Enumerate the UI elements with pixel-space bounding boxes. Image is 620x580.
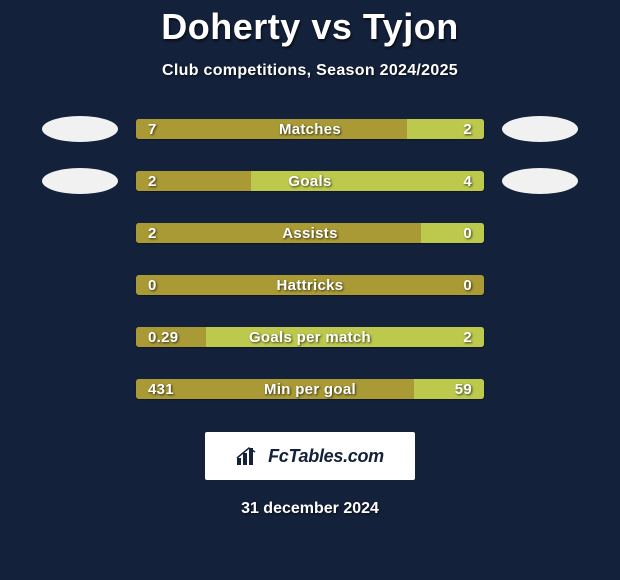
- footer-date: 31 december 2024: [241, 500, 379, 518]
- stat-metric-label: Goals: [136, 171, 484, 191]
- team-right-crest: [502, 220, 578, 246]
- stat-right-value: 0: [463, 275, 472, 295]
- comparison-infographic: Doherty vs Tyjon Club competitions, Seas…: [0, 0, 620, 518]
- team-right-crest: [502, 272, 578, 298]
- team-left-crest: [42, 220, 118, 246]
- stat-right-value: 2: [463, 327, 472, 347]
- stat-bar: 0.29Goals per match2: [136, 327, 484, 347]
- stat-metric-label: Hattricks: [136, 275, 484, 295]
- team-right-crest: [502, 116, 578, 142]
- brand-badge: FcTables.com: [205, 432, 415, 480]
- team-right-crest: [502, 376, 578, 402]
- team-left-crest: [42, 376, 118, 402]
- stat-bar: 2Assists0: [136, 223, 484, 243]
- stat-row: 2Assists0: [0, 220, 620, 246]
- stat-row: 431Min per goal59: [0, 376, 620, 402]
- team-left-crest: [42, 116, 118, 142]
- team-left-crest: [42, 324, 118, 350]
- stat-metric-label: Goals per match: [136, 327, 484, 347]
- stat-bar: 2Goals4: [136, 171, 484, 191]
- stat-rows: 7Matches22Goals42Assists00Hattricks00.29…: [0, 116, 620, 402]
- stat-right-value: 0: [463, 223, 472, 243]
- stat-bar: 431Min per goal59: [136, 379, 484, 399]
- stat-right-value: 4: [463, 171, 472, 191]
- stat-metric-label: Matches: [136, 119, 484, 139]
- stat-row: 2Goals4: [0, 168, 620, 194]
- team-left-crest: [42, 168, 118, 194]
- stat-right-value: 59: [455, 379, 472, 399]
- stat-row: 0Hattricks0: [0, 272, 620, 298]
- stat-bar: 0Hattricks0: [136, 275, 484, 295]
- team-right-crest: [502, 168, 578, 194]
- bars-icon: [236, 446, 262, 466]
- team-right-crest: [502, 324, 578, 350]
- stat-metric-label: Min per goal: [136, 379, 484, 399]
- stat-metric-label: Assists: [136, 223, 484, 243]
- page-title: Doherty vs Tyjon: [161, 6, 458, 48]
- team-left-crest: [42, 272, 118, 298]
- stat-right-value: 2: [463, 119, 472, 139]
- stat-bar: 7Matches2: [136, 119, 484, 139]
- stat-row: 7Matches2: [0, 116, 620, 142]
- page-subtitle: Club competitions, Season 2024/2025: [162, 62, 458, 80]
- brand-text: FcTables.com: [268, 446, 384, 467]
- stat-row: 0.29Goals per match2: [0, 324, 620, 350]
